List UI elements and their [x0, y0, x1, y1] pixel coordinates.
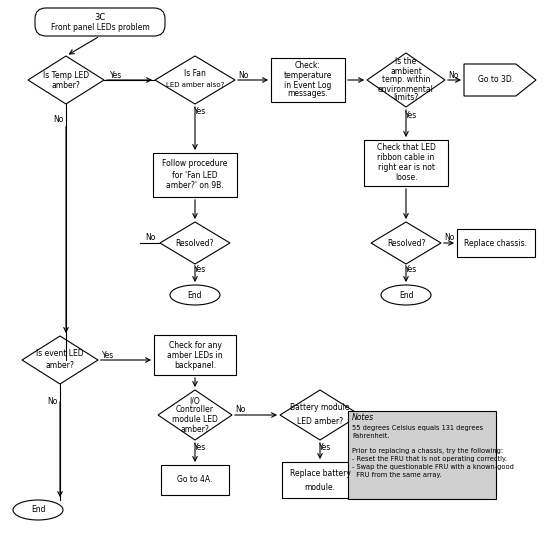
Bar — [154, 335, 236, 375]
Text: No: No — [53, 115, 63, 123]
Text: Controller: Controller — [176, 406, 214, 414]
Text: No: No — [145, 232, 155, 242]
Text: Resolved?: Resolved? — [386, 238, 425, 248]
Text: module LED: module LED — [172, 415, 218, 425]
Bar — [348, 411, 496, 499]
Text: ribbon cable in: ribbon cable in — [377, 152, 435, 162]
Text: Check that LED: Check that LED — [377, 142, 435, 151]
Text: module.: module. — [305, 482, 335, 492]
Ellipse shape — [13, 500, 63, 520]
Text: Yes: Yes — [405, 265, 417, 275]
Text: I/O: I/O — [189, 397, 200, 406]
Text: Front panel LEDs problem: Front panel LEDs problem — [51, 24, 149, 32]
Polygon shape — [371, 222, 441, 264]
Text: temperature: temperature — [284, 71, 332, 79]
Text: Yes: Yes — [194, 265, 206, 275]
Bar — [153, 153, 237, 197]
Text: Check for any: Check for any — [169, 340, 221, 350]
Polygon shape — [158, 390, 232, 440]
Bar — [364, 140, 448, 186]
Text: No: No — [444, 233, 454, 243]
Text: 55 degrees Celsius equals 131 degrees
Fahrenheit.

Prior to replacing a chassis,: 55 degrees Celsius equals 131 degrees Fa… — [352, 425, 514, 477]
Text: amber?: amber? — [52, 81, 81, 89]
Text: 3C: 3C — [94, 13, 105, 21]
Text: Resolved?: Resolved? — [176, 238, 214, 248]
Text: limits?: limits? — [394, 94, 419, 102]
Text: Follow procedure: Follow procedure — [163, 159, 228, 168]
Text: Yes: Yes — [194, 442, 206, 452]
FancyBboxPatch shape — [35, 8, 165, 36]
Text: Yes: Yes — [319, 442, 331, 452]
Polygon shape — [160, 222, 230, 264]
Text: Yes: Yes — [194, 107, 206, 117]
Text: Replace battery: Replace battery — [289, 469, 350, 477]
Bar — [457, 229, 535, 257]
Text: amber LEDs in: amber LEDs in — [167, 351, 223, 359]
Text: LED amber?: LED amber? — [297, 416, 343, 425]
Text: Yes: Yes — [110, 71, 122, 79]
Text: amber?: amber? — [181, 425, 209, 433]
Text: End: End — [188, 290, 202, 300]
Text: amber?: amber? — [46, 362, 75, 370]
Text: for 'Fan LED: for 'Fan LED — [172, 170, 218, 180]
Text: LED amber also?: LED amber also? — [166, 82, 224, 88]
Text: End: End — [399, 290, 413, 300]
Text: Check:: Check: — [295, 61, 321, 71]
Text: Is the: Is the — [395, 58, 417, 66]
Ellipse shape — [381, 285, 431, 305]
Text: backpanel.: backpanel. — [174, 361, 216, 369]
Text: amber?' on 9B.: amber?' on 9B. — [166, 181, 224, 191]
Text: messages.: messages. — [288, 89, 328, 99]
Bar — [161, 465, 229, 495]
Text: ambient: ambient — [390, 66, 422, 76]
Text: loose.: loose. — [395, 173, 417, 181]
Text: temp. within: temp. within — [382, 76, 430, 84]
Text: No: No — [238, 71, 248, 79]
Text: Battery module: Battery module — [290, 403, 350, 413]
Polygon shape — [28, 56, 104, 104]
Bar — [271, 58, 345, 102]
Ellipse shape — [170, 285, 220, 305]
Text: environmental: environmental — [378, 84, 434, 94]
Text: End: End — [31, 505, 45, 515]
Text: Is Fan: Is Fan — [184, 70, 206, 78]
Polygon shape — [22, 336, 98, 384]
Bar — [282, 462, 358, 498]
Text: right ear is not: right ear is not — [378, 163, 434, 172]
Text: Is Temp LED: Is Temp LED — [43, 71, 89, 79]
Text: Go to 4A.: Go to 4A. — [177, 476, 212, 484]
Text: Is event LED: Is event LED — [36, 350, 84, 358]
Text: No: No — [235, 406, 245, 414]
Text: Go to 3D.: Go to 3D. — [478, 76, 514, 84]
Polygon shape — [464, 64, 536, 96]
Text: Yes: Yes — [405, 111, 417, 119]
Text: No: No — [448, 71, 458, 79]
Polygon shape — [155, 56, 235, 104]
Polygon shape — [367, 53, 445, 107]
Text: Yes: Yes — [102, 351, 114, 359]
Text: Replace chassis.: Replace chassis. — [464, 238, 528, 248]
Text: in Event Log: in Event Log — [284, 81, 332, 89]
Polygon shape — [280, 390, 360, 440]
Text: No: No — [47, 397, 57, 407]
Text: Notes: Notes — [352, 413, 374, 421]
